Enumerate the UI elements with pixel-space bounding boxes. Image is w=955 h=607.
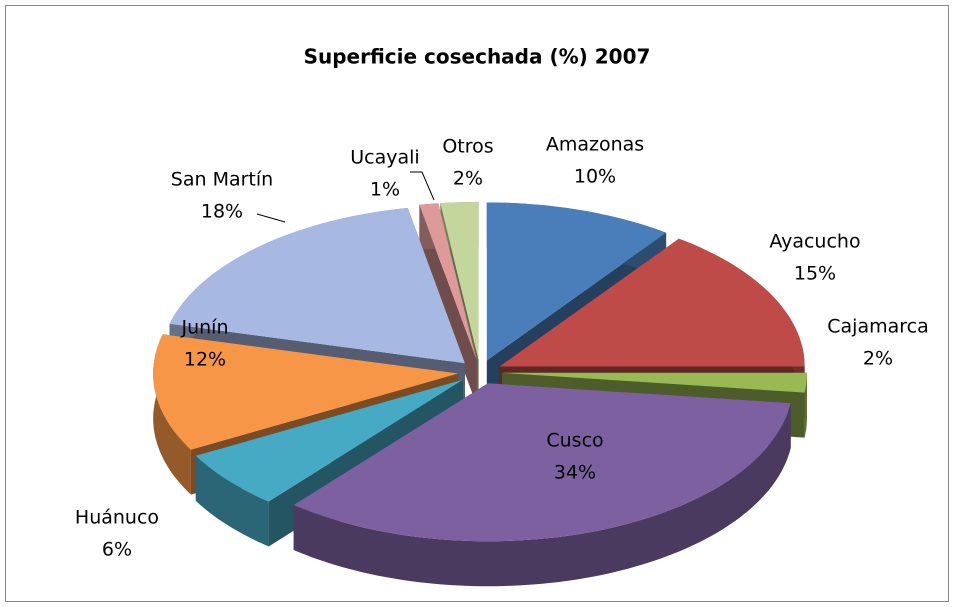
- slice-label: Junín: [180, 317, 228, 339]
- slice-label: Ucayali: [350, 147, 419, 169]
- chart-title: Superficie cosechada (%) 2007: [304, 45, 651, 69]
- leader-line: [410, 171, 435, 201]
- slice: [195, 379, 464, 502]
- slice-value-label: 18%: [201, 201, 243, 223]
- slice-label: Huánuco: [75, 507, 159, 529]
- slice: [169, 208, 465, 364]
- slice: [419, 203, 477, 360]
- slice: [486, 202, 667, 361]
- slice: [440, 201, 479, 360]
- slice-value-label: 1%: [370, 179, 400, 201]
- slice-value-label: 2%: [863, 348, 893, 370]
- slice: [499, 238, 805, 367]
- slice-value-label: 6%: [102, 539, 132, 561]
- slice-value-label: 15%: [794, 263, 836, 285]
- slice-label: Cajamarca: [827, 316, 928, 338]
- slice: [153, 334, 459, 450]
- slice-value-label: 2%: [453, 168, 483, 190]
- slice-wall: [195, 455, 269, 547]
- slice-value-label: 12%: [184, 349, 226, 371]
- slice-label: Otros: [442, 136, 493, 158]
- slice-label: San Martín: [171, 169, 273, 191]
- slice-label: Amazonas: [546, 134, 644, 156]
- slice-value-label: 34%: [554, 462, 596, 484]
- slice: [293, 383, 791, 542]
- slice-label: Cusco: [546, 430, 603, 452]
- slice: [502, 372, 807, 393]
- slice-value-label: 10%: [574, 166, 616, 188]
- leader-line: [256, 213, 286, 223]
- slice-label: Ayacucho: [769, 231, 860, 253]
- slice-side: [419, 204, 477, 405]
- slice-wall: [293, 403, 791, 587]
- slice-wall: [804, 372, 807, 438]
